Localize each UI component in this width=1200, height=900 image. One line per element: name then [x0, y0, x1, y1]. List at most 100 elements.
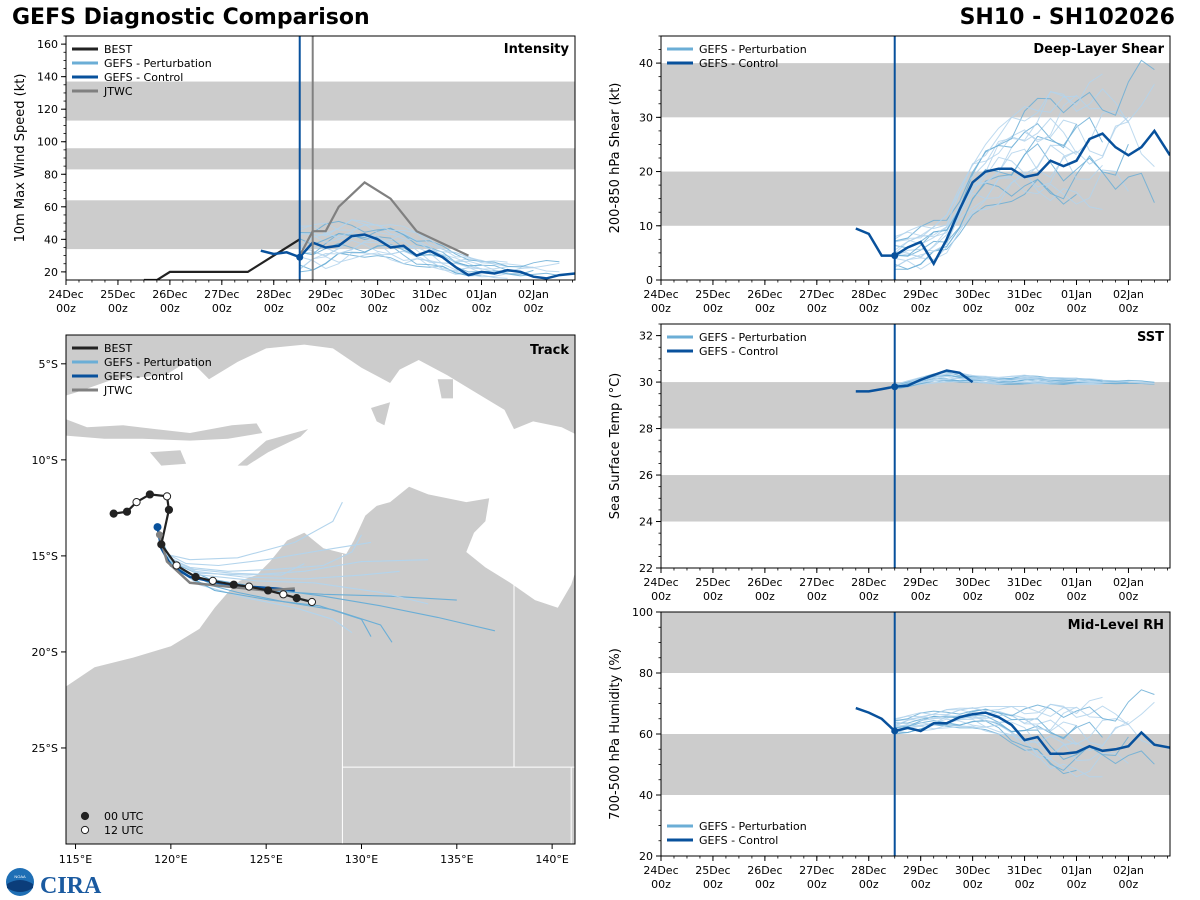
x-tick-date: 27Dec	[799, 288, 834, 301]
perturbation-member-line	[894, 59, 1155, 242]
threshold-band	[66, 81, 575, 121]
aru-land	[437, 379, 453, 399]
x-tick-hour: 00z	[963, 590, 983, 603]
map-x-tick-label: 140°E	[535, 853, 568, 866]
best-track-point	[162, 492, 172, 501]
legend-label: GEFS - Perturbation	[699, 43, 807, 56]
best-track-point	[229, 580, 238, 589]
series-line-best	[143, 238, 301, 280]
y-tick-label: 100	[632, 606, 653, 619]
best-track-point	[164, 505, 174, 514]
noaa-wave-icon	[7, 880, 33, 892]
threshold-band	[661, 734, 1170, 795]
x-tick-hour: 00z	[1067, 302, 1087, 315]
perturbation-member-line	[894, 706, 1077, 721]
perturbation-member-line	[894, 723, 1129, 778]
legend-label: JTWC	[103, 85, 133, 98]
y-tick-label: 32	[639, 330, 653, 343]
perturbation-member-line	[894, 83, 1155, 245]
x-tick-hour: 00z	[807, 302, 827, 315]
x-tick-hour: 00z	[859, 590, 879, 603]
storm-id: SH10 - SH102026	[959, 5, 1175, 30]
y-tick-label: 20	[44, 266, 58, 279]
perturbation-member-line	[894, 715, 1077, 746]
map-legend-label: JTWC	[103, 384, 133, 397]
y-tick-label: 26	[639, 469, 653, 482]
map-x-tick-label: 120°E	[154, 853, 187, 866]
x-tick-date: 01Jan	[466, 288, 497, 301]
x-tick-hour: 00z	[524, 302, 544, 315]
x-tick-hour: 00z	[1015, 590, 1035, 603]
best-track-point	[307, 597, 317, 607]
y-tick-label: 30	[639, 376, 653, 389]
x-tick-date: 28Dec	[851, 864, 886, 877]
x-tick-date: 31Dec	[412, 288, 447, 301]
x-tick-date: 31Dec	[1007, 288, 1042, 301]
x-tick-hour: 00z	[1119, 590, 1139, 603]
control-start-point	[153, 523, 162, 532]
best-track-point	[208, 576, 217, 585]
y-tick-label: 20	[639, 850, 653, 863]
x-tick-hour: 00z	[1119, 302, 1139, 315]
x-tick-hour: 00z	[212, 302, 232, 315]
perturbation-member-line	[894, 144, 1077, 259]
x-tick-date: 01Jan	[1061, 288, 1092, 301]
legend-label: GEFS - Control	[104, 71, 183, 84]
x-tick-hour: 00z	[1067, 878, 1087, 891]
x-tick-hour: 00z	[755, 878, 775, 891]
x-tick-date: 25Dec	[695, 864, 730, 877]
x-tick-hour: 00z	[1067, 590, 1087, 603]
y-tick-label: 60	[639, 728, 653, 741]
perturbation-member-line	[894, 123, 1077, 249]
y-axis-label: 700-500 hPa Humidity (%)	[608, 648, 623, 820]
x-tick-hour: 00z	[368, 302, 388, 315]
best-track-point	[172, 561, 181, 570]
x-tick-hour: 00z	[755, 302, 775, 315]
analysis-point	[891, 252, 899, 260]
y-tick-label: 20	[639, 166, 653, 179]
timor-land	[237, 429, 309, 466]
y-tick-label: 0	[646, 274, 653, 287]
x-tick-hour: 00z	[108, 302, 128, 315]
cira-label: CIRA	[40, 873, 102, 898]
series-line-jtwc	[298, 181, 469, 257]
x-tick-date: 31Dec	[1007, 576, 1042, 589]
x-tick-hour: 00z	[472, 302, 492, 315]
perturbation-member-line	[894, 706, 1103, 731]
x-tick-hour: 00z	[911, 878, 931, 891]
x-tick-date: 02Jan	[1113, 288, 1144, 301]
x-tick-date: 26Dec	[152, 288, 187, 301]
x-tick-date: 01Jan	[1061, 864, 1092, 877]
x-tick-date: 24Dec	[643, 288, 678, 301]
nusa-tenggara-land	[66, 419, 263, 441]
panel-title: SST	[1137, 330, 1164, 345]
y-tick-label: 40	[44, 233, 58, 246]
x-tick-date: 27Dec	[799, 864, 834, 877]
x-tick-date: 28Dec	[851, 288, 886, 301]
x-tick-date: 27Dec	[799, 576, 834, 589]
y-tick-label: 60	[44, 201, 58, 214]
map-x-tick-label: 135°E	[440, 853, 473, 866]
x-tick-date: 24Dec	[48, 288, 83, 301]
map-y-tick-label: 20°S	[32, 646, 58, 659]
analysis-point	[891, 383, 899, 391]
x-tick-hour: 00z	[420, 302, 440, 315]
x-tick-hour: 00z	[316, 302, 336, 315]
y-tick-label: 24	[639, 516, 653, 529]
cira-logo: NOAA CIRA	[6, 868, 102, 898]
x-tick-date: 25Dec	[695, 576, 730, 589]
best-track-point	[109, 509, 118, 518]
x-tick-date: 30Dec	[955, 288, 990, 301]
legend-label: GEFS - Control	[699, 834, 778, 847]
x-tick-hour: 00z	[859, 878, 879, 891]
x-tick-hour: 00z	[651, 590, 671, 603]
x-tick-date: 01Jan	[1061, 576, 1092, 589]
best-track-point	[157, 540, 166, 549]
marker-legend-00utc-icon	[80, 811, 90, 821]
x-tick-date: 29Dec	[903, 576, 938, 589]
panel-title: Intensity	[504, 42, 570, 57]
y-axis-label: 200-850 hPa Shear (kt)	[608, 83, 623, 234]
x-tick-hour: 00z	[1119, 878, 1139, 891]
perturbation-member-line	[299, 227, 482, 267]
